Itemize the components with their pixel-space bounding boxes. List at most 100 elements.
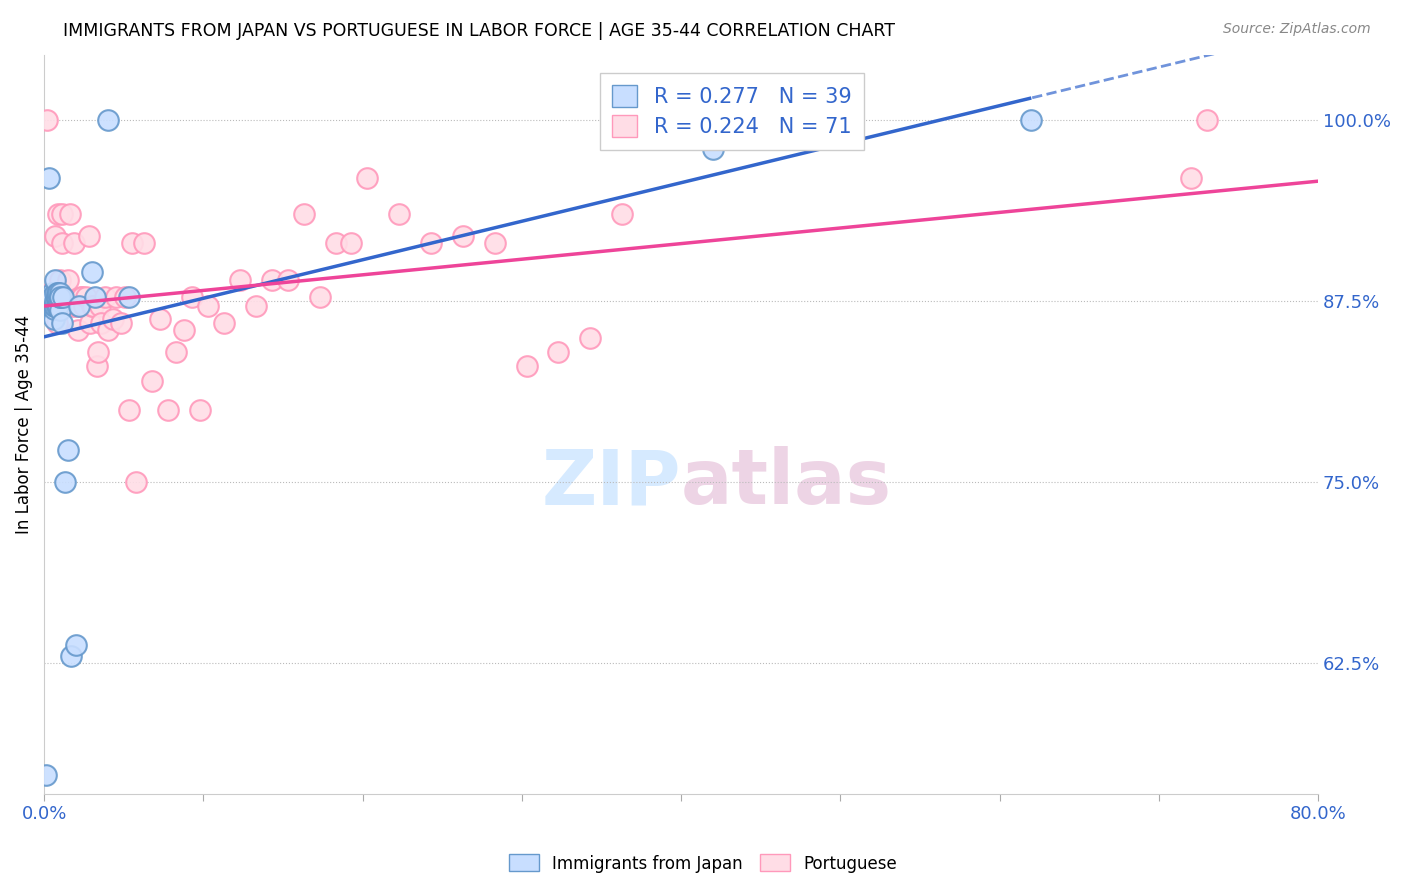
Point: [63, 236, 86, 251]
Point: [38, 287, 60, 301]
Point: [52, 290, 75, 304]
Point: [212, 316, 235, 330]
Point: [101, 311, 124, 326]
Point: [117, 403, 139, 417]
Point: [48, 285, 70, 300]
Point: [51, 236, 73, 251]
Point: [188, 403, 211, 417]
Point: [245, 299, 267, 313]
Point: [149, 311, 172, 326]
Point: [86, 359, 108, 374]
Point: [110, 316, 132, 330]
Point: [39, 290, 62, 304]
Point: [41, 285, 63, 300]
Point: [38, 171, 60, 186]
Point: [41, 290, 63, 304]
Point: [612, 207, 634, 221]
Point: [65, 638, 87, 652]
Point: [49, 285, 72, 300]
Point: [125, 475, 148, 490]
Point: [80, 299, 103, 313]
Point: [89, 299, 111, 313]
Y-axis label: In Labor Force | Age 35-44: In Labor Force | Age 35-44: [15, 315, 32, 534]
Point: [48, 299, 70, 313]
Point: [1195, 113, 1218, 128]
Point: [45, 299, 67, 313]
Point: [53, 475, 76, 490]
Legend: R = 0.277   N = 39, R = 0.224   N = 71: R = 0.277 N = 39, R = 0.224 N = 71: [600, 73, 865, 150]
Point: [39, 299, 62, 313]
Point: [45, 290, 67, 304]
Point: [90, 316, 112, 330]
Point: [547, 345, 569, 359]
Point: [35, 768, 58, 782]
Point: [56, 272, 79, 286]
Point: [41, 299, 63, 313]
Point: [37, 113, 59, 128]
Point: [104, 290, 127, 304]
Point: [97, 323, 120, 337]
Text: ZIP: ZIP: [541, 447, 681, 521]
Point: [66, 323, 89, 337]
Point: [65, 299, 87, 313]
Point: [60, 649, 83, 664]
Point: [516, 359, 538, 374]
Point: [48, 290, 70, 304]
Point: [73, 299, 96, 313]
Text: atlas: atlas: [681, 447, 893, 521]
Point: [388, 207, 411, 221]
Point: [49, 272, 72, 286]
Point: [141, 374, 163, 388]
Point: [93, 290, 115, 304]
Point: [82, 299, 104, 313]
Point: [49, 290, 72, 304]
Point: [97, 113, 120, 128]
Point: [197, 299, 219, 313]
Point: [579, 330, 602, 344]
Point: [229, 272, 252, 286]
Point: [42, 301, 65, 316]
Point: [51, 316, 73, 330]
Point: [79, 316, 101, 330]
Point: [67, 299, 90, 313]
Point: [484, 236, 506, 251]
Point: [49, 299, 72, 313]
Point: [56, 443, 79, 458]
Point: [49, 290, 72, 304]
Point: [67, 299, 90, 313]
Point: [340, 236, 363, 251]
Point: [45, 316, 67, 330]
Point: [420, 236, 443, 251]
Point: [42, 311, 65, 326]
Point: [49, 290, 72, 304]
Point: [451, 229, 474, 244]
Point: [308, 290, 330, 304]
Point: [42, 299, 65, 313]
Point: [134, 236, 156, 251]
Point: [45, 290, 67, 304]
Point: [165, 345, 187, 359]
Text: IMMIGRANTS FROM JAPAN VS PORTUGUESE IN LABOR FORCE | AGE 35-44 CORRELATION CHART: IMMIGRANTS FROM JAPAN VS PORTUGUESE IN L…: [63, 22, 896, 40]
Point: [53, 290, 76, 304]
Point: [48, 207, 70, 221]
Point: [325, 236, 347, 251]
Point: [77, 229, 100, 244]
Point: [84, 290, 107, 304]
Point: [173, 323, 195, 337]
Point: [44, 294, 66, 309]
Point: [44, 229, 66, 244]
Point: [52, 290, 75, 304]
Point: [49, 303, 72, 318]
Point: [44, 272, 66, 286]
Text: Source: ZipAtlas.com: Source: ZipAtlas.com: [1223, 22, 1371, 37]
Point: [44, 285, 66, 300]
Point: [45, 285, 67, 300]
Point: [114, 290, 136, 304]
Point: [277, 272, 299, 286]
Point: [292, 207, 315, 221]
Point: [45, 294, 67, 309]
Point: [117, 290, 139, 304]
Point: [356, 171, 378, 186]
Point: [44, 299, 66, 313]
Point: [69, 290, 91, 304]
